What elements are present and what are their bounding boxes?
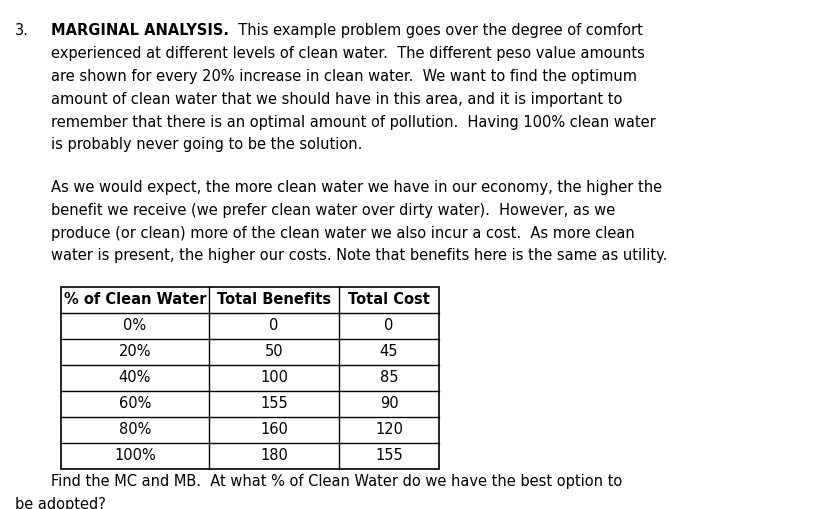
Text: 155: 155 [260,396,288,411]
Text: 60%: 60% [119,396,151,411]
Text: water is present, the higher our costs. Note that benefits here is the same as u: water is present, the higher our costs. … [51,248,667,264]
Text: MARGINAL ANALYSIS.: MARGINAL ANALYSIS. [51,23,229,38]
Text: This example problem goes over the degree of comfort: This example problem goes over the degre… [229,23,643,38]
Text: be adopted?: be adopted? [15,497,106,509]
Text: 120: 120 [375,422,403,437]
Text: amount of clean water that we should have in this area, and it is important to: amount of clean water that we should hav… [51,92,623,107]
Text: 3.: 3. [15,23,28,38]
Text: Total Benefits: Total Benefits [217,292,331,307]
Text: 50: 50 [265,344,283,359]
Text: are shown for every 20% increase in clean water.  We want to find the optimum: are shown for every 20% increase in clea… [51,69,637,84]
Text: 45: 45 [380,344,398,359]
Text: 0: 0 [385,318,393,333]
Text: 155: 155 [375,448,403,463]
Text: benefit we receive (we prefer clean water over dirty water).  However, as we: benefit we receive (we prefer clean wate… [51,203,615,218]
Text: experienced at different levels of clean water.  The different peso value amount: experienced at different levels of clean… [51,46,645,61]
Text: 40%: 40% [119,370,151,385]
Text: % of Clean Water: % of Clean Water [63,292,207,307]
Text: is probably never going to be the solution.: is probably never going to be the soluti… [51,137,363,153]
Text: 100%: 100% [114,448,156,463]
Text: 80%: 80% [119,422,151,437]
Text: 0%: 0% [124,318,146,333]
Text: 160: 160 [260,422,288,437]
Text: Total Cost: Total Cost [348,292,430,307]
Bar [61,287,439,469]
Text: 0: 0 [269,318,279,333]
Text: 85: 85 [380,370,398,385]
Text: As we would expect, the more clean water we have in our economy, the higher the: As we would expect, the more clean water… [51,180,663,195]
Text: Find the MC and MB.  At what % of Clean Water do we have the best option to: Find the MC and MB. At what % of Clean W… [51,474,623,489]
Text: 90: 90 [380,396,398,411]
Text: 20%: 20% [119,344,151,359]
Text: remember that there is an optimal amount of pollution.  Having 100% clean water: remember that there is an optimal amount… [51,115,656,130]
Text: 100: 100 [260,370,288,385]
Text: produce (or clean) more of the clean water we also incur a cost.  As more clean: produce (or clean) more of the clean wat… [51,225,635,241]
Text: 180: 180 [260,448,288,463]
